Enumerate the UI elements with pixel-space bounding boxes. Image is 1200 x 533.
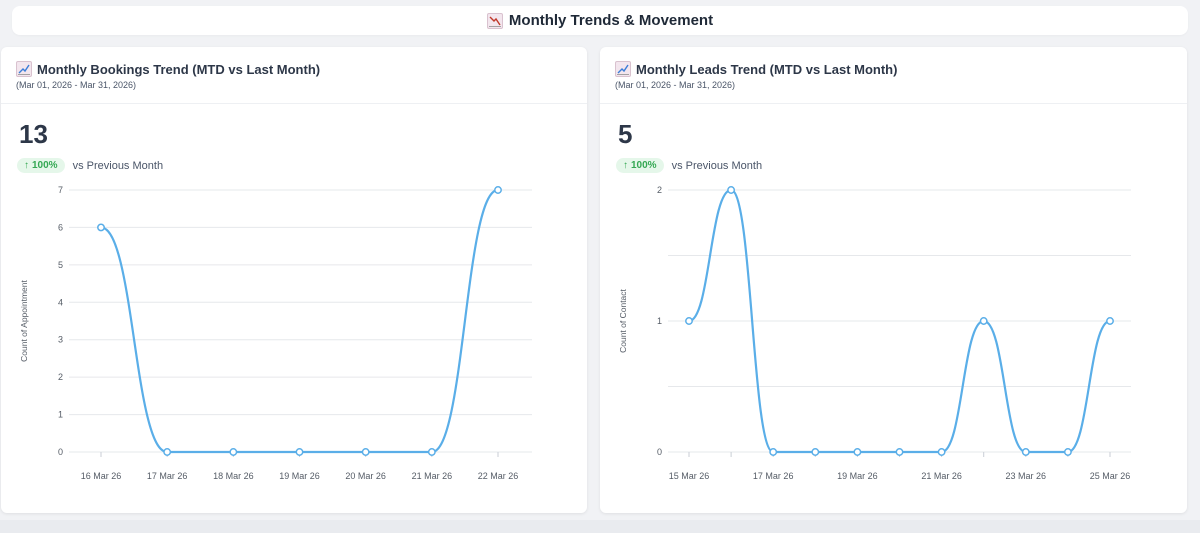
y-tick-label: 3 <box>58 335 63 345</box>
x-tick-label: 18 Mar 26 <box>213 471 254 481</box>
chart-increasing-icon <box>615 61 631 77</box>
change-label: vs Previous Month <box>72 159 164 172</box>
data-point <box>229 448 238 456</box>
section-title-wrap: Monthly Trends & Movement <box>486 12 714 29</box>
change-badge: ↑ 100% <box>616 158 664 173</box>
card-header: Monthly Leads Trend (MTD vs Last Month) … <box>600 47 1187 104</box>
y-tick-label: 2 <box>657 185 662 195</box>
change-percent: 100% <box>32 160 58 171</box>
data-point <box>685 317 693 325</box>
change-row: ↑ 100% vs Previous Month <box>17 158 163 173</box>
card-date-range: (Mar 01, 2026 - Mar 31, 2026) <box>615 80 736 90</box>
card-title-wrap: Monthly Bookings Trend (MTD vs Last Mont… <box>16 61 320 77</box>
chart-decreasing-icon <box>486 12 503 29</box>
data-point <box>494 186 502 194</box>
change-label: vs Previous Month <box>671 159 763 172</box>
y-tick-label: 4 <box>58 297 63 307</box>
data-point <box>769 448 778 456</box>
y-tick-label: 1 <box>657 316 662 326</box>
card-title: Monthly Leads Trend (MTD vs Last Month) <box>636 61 898 77</box>
x-tick-label: 20 Mar 26 <box>345 471 386 481</box>
data-point <box>727 186 736 194</box>
bookings-trend-card: Monthly Bookings Trend (MTD vs Last Mont… <box>1 47 587 513</box>
x-tick-label: 21 Mar 26 <box>921 471 962 481</box>
x-tick-label: 19 Mar 26 <box>837 471 878 481</box>
x-tick-label: 16 Mar 26 <box>81 471 122 481</box>
page-footer-strip <box>0 520 1200 533</box>
data-point <box>811 448 820 456</box>
data-point <box>1106 317 1114 325</box>
change-percent: 100% <box>631 160 657 171</box>
leads-trend-card: Monthly Leads Trend (MTD vs Last Month) … <box>600 47 1187 513</box>
data-point <box>1021 448 1030 456</box>
y-tick-label: 5 <box>58 260 63 270</box>
x-tick-label: 23 Mar 26 <box>1006 471 1047 481</box>
data-point <box>295 448 304 456</box>
bookings-line-chart: 0 1 2 3 4 5 6 7 Count of Appointment 16 Mar 26 17 … <box>19 185 532 481</box>
change-badge: ↑ 100% <box>17 158 65 173</box>
card-header: Monthly Bookings Trend (MTD vs Last Mont… <box>1 47 587 104</box>
series-line <box>100 188 499 454</box>
data-point <box>97 223 105 232</box>
y-tick-label: 2 <box>58 372 63 382</box>
card-title: Monthly Bookings Trend (MTD vs Last Mont… <box>37 61 321 77</box>
section-header: Monthly Trends & Movement <box>12 6 1188 35</box>
change-row: ↑ 100% vs Previous Month <box>616 158 762 173</box>
y-axis-title: Count of Contact <box>618 288 628 352</box>
chart-increasing-icon <box>16 61 32 77</box>
arrow-up-icon: ↑ <box>623 160 628 171</box>
y-tick-label: 1 <box>58 410 63 420</box>
section-title: Monthly Trends & Movement <box>508 12 714 29</box>
data-point <box>163 448 172 456</box>
data-point <box>937 448 946 456</box>
x-tick-label: 17 Mar 26 <box>753 471 794 481</box>
data-point <box>979 317 988 325</box>
card-date-range: (Mar 01, 2026 - Mar 31, 2026) <box>16 80 137 90</box>
leads-line-chart: 0 1 2 Count of Contact 15 Mar 26 17 Mar 26 19 … <box>618 185 1131 481</box>
x-tick-label: 19 Mar 26 <box>279 471 320 481</box>
x-tick-label: 17 Mar 26 <box>147 471 188 481</box>
card-title-wrap: Monthly Leads Trend (MTD vs Last Month) <box>615 61 897 77</box>
x-tick-label: 15 Mar 26 <box>669 471 710 481</box>
data-point <box>853 448 862 456</box>
x-tick-label: 22 Mar 26 <box>478 471 519 481</box>
data-point <box>895 448 904 456</box>
x-tick-label: 25 Mar 26 <box>1090 471 1131 481</box>
data-point <box>361 448 370 456</box>
y-tick-label: 0 <box>657 447 662 457</box>
kpi-value: 13 <box>19 119 48 149</box>
x-tick-label: 21 Mar 26 <box>412 471 453 481</box>
data-point <box>427 448 436 456</box>
y-tick-label: 7 <box>58 185 63 195</box>
arrow-up-icon: ↑ <box>24 160 29 171</box>
data-point <box>1063 448 1072 456</box>
y-axis-title: Count of Appointment <box>19 279 29 361</box>
y-tick-label: 0 <box>58 447 63 457</box>
y-tick-label: 6 <box>58 222 63 232</box>
kpi-value: 5 <box>618 119 633 149</box>
